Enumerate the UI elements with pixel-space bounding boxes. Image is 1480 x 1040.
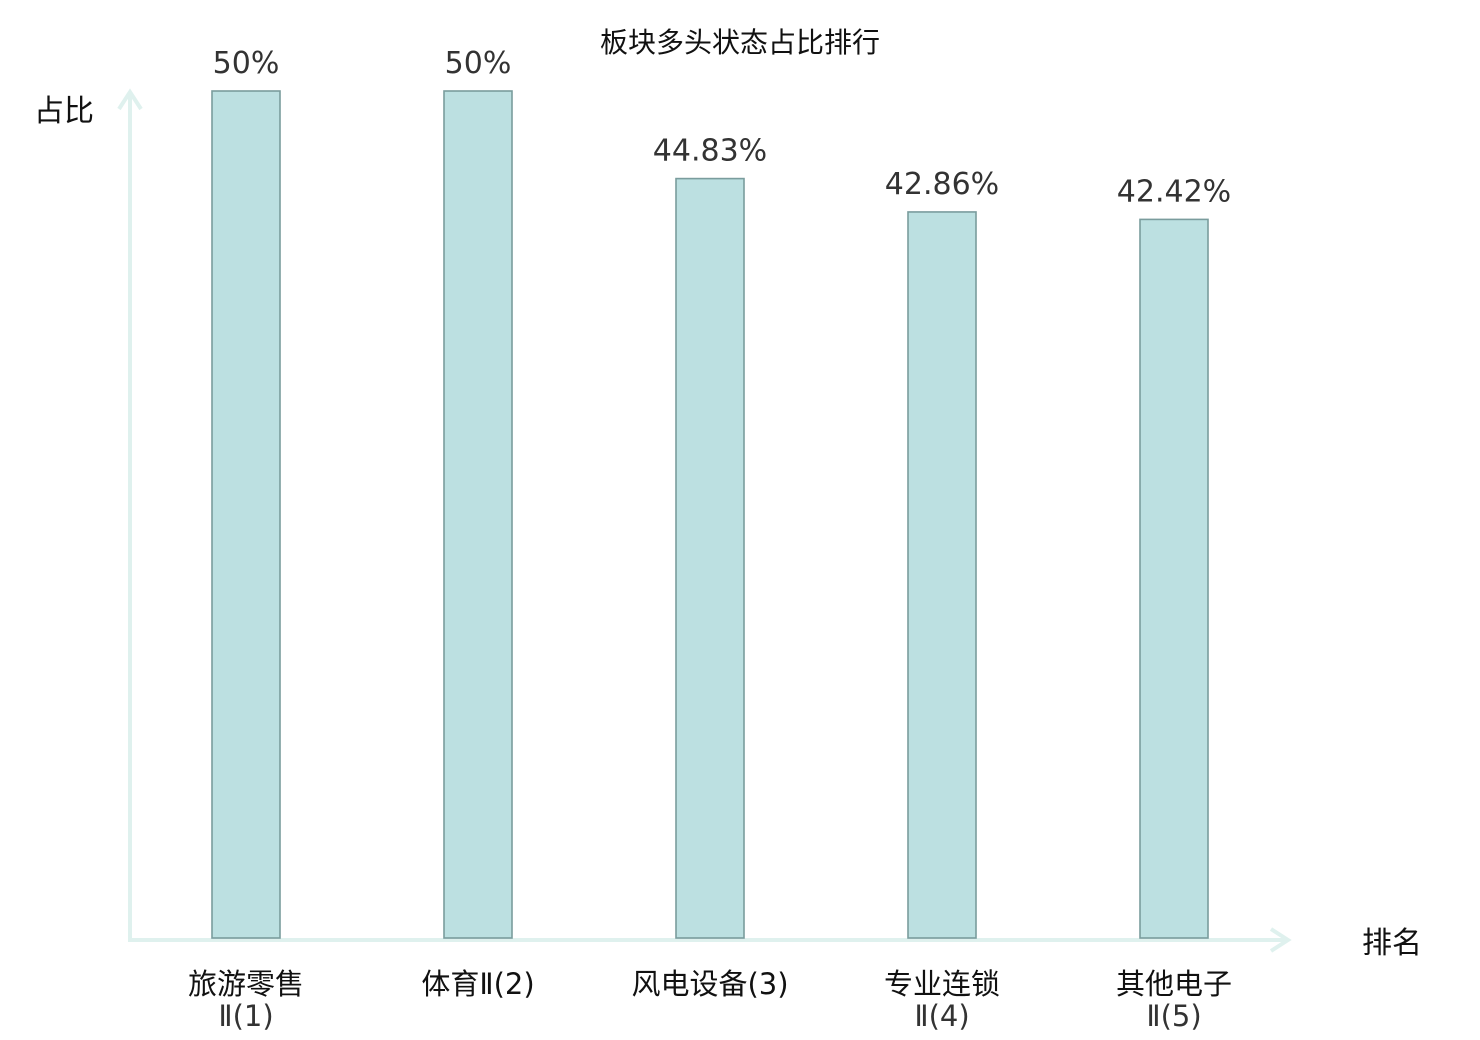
category-label-4-line2: Ⅱ(4) <box>914 999 969 1033</box>
value-label-3: 44.83% <box>653 134 767 169</box>
chart-title: 板块多头状态占比排行 <box>600 26 880 59</box>
bar-4 <box>907 211 977 939</box>
bar-5 <box>1139 218 1209 939</box>
bar-2 <box>443 90 513 939</box>
bars-group <box>211 90 1209 939</box>
value-label-5: 42.42% <box>1117 174 1231 209</box>
category-label-5-line2: Ⅱ(5) <box>1146 999 1201 1033</box>
axes <box>117 88 1292 953</box>
value-label-4: 42.86% <box>885 167 999 202</box>
category-label-5: 其他电子 <box>1116 967 1232 1001</box>
x-axis-arrow <box>1269 927 1292 953</box>
bar-1 <box>211 90 281 939</box>
value-label-1: 50% <box>213 46 280 81</box>
category-label-4: 专业连锁 <box>884 967 1000 1001</box>
category-label-3: 风电设备(3) <box>631 967 788 1001</box>
category-label-1-line2: Ⅱ(1) <box>218 999 273 1033</box>
y-axis-arrow <box>117 88 143 111</box>
y-axis-label: 占比 <box>34 94 94 129</box>
category-label-1: 旅游零售 <box>188 967 304 1001</box>
value-labels-group: 50% 50% 44.83% 42.86% 42.42% <box>213 46 1232 209</box>
x-axis-label: 排名 <box>1362 926 1422 961</box>
category-label-2: 体育Ⅱ(2) <box>421 967 534 1001</box>
value-label-2: 50% <box>445 46 512 81</box>
bar-3 <box>675 177 745 939</box>
